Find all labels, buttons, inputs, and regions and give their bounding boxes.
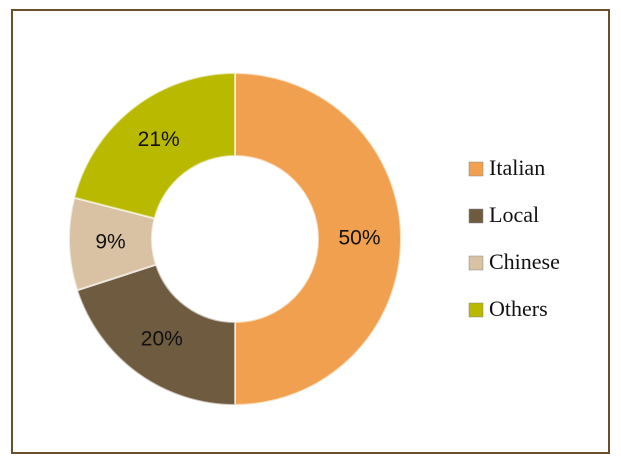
value-label: 21%	[138, 128, 180, 151]
donut-slice	[75, 263, 236, 407]
value-label: 50%	[338, 227, 380, 250]
legend-label: Italian	[489, 155, 545, 180]
value-label: 9%	[95, 230, 125, 253]
legend-label: Chinese	[489, 249, 560, 274]
donut-slice	[234, 71, 402, 407]
legend-label: Local	[489, 202, 539, 227]
legend-swatch	[468, 255, 484, 271]
value-label: 20%	[141, 327, 183, 350]
donut-slice	[72, 71, 236, 220]
legend-swatch	[468, 161, 484, 177]
legend-swatch	[468, 302, 484, 318]
legend-label: Others	[489, 296, 548, 321]
legend-swatch	[468, 208, 484, 224]
